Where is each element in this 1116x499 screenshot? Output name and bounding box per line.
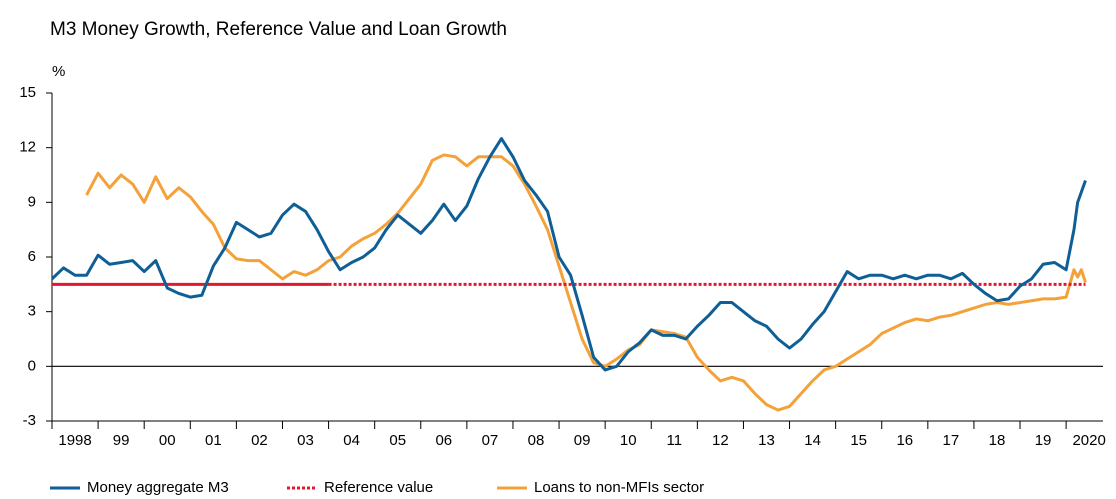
x-tick-label: 09 [574,432,591,449]
x-tick-label: 99 [113,432,130,449]
legend-label: Reference value [324,479,433,496]
chart-title: M3 Money Growth, Reference Value and Loa… [50,19,507,40]
y-tick-label: 0 [28,357,36,374]
y-tick-label: -3 [23,412,36,429]
x-tick-label: 05 [389,432,406,449]
x-tick-label: 01 [205,432,222,449]
series-line [85,153,1087,412]
x-tick-label: 00 [159,432,176,449]
x-tick-label: 17 [943,432,960,449]
y-tick-label: 3 [28,303,36,320]
x-tick-label: 08 [528,432,545,449]
x-tick-label: 10 [620,432,637,449]
x-tick-label: 16 [896,432,913,449]
x-tick-label: 02 [251,432,268,449]
x-tick-label: 15 [850,432,867,449]
y-tick-label: 6 [28,248,36,265]
x-tick-label: 04 [343,432,360,449]
x-tick-label: 03 [297,432,314,449]
y-tick-label: 12 [19,139,36,156]
x-tick-label: 2020 [1072,432,1105,449]
x-tick-label: 1998 [58,432,91,449]
y-axis-label: % [52,63,65,80]
x-tick-label: 07 [482,432,499,449]
x-tick-label: 06 [435,432,452,449]
x-tick-label: 12 [712,432,729,449]
legend-label: Loans to non-MFIs sector [534,479,704,496]
x-tick-label: 11 [667,432,683,449]
x-tick-label: 19 [1035,432,1052,449]
y-tick-label: 15 [19,84,36,101]
x-tick-label: 18 [989,432,1006,449]
y-tick-label: 9 [28,193,36,210]
x-tick-label: 13 [758,432,775,449]
series-line [50,137,1087,372]
legend-label: Money aggregate M3 [87,479,229,496]
x-tick-label: 14 [804,432,821,449]
